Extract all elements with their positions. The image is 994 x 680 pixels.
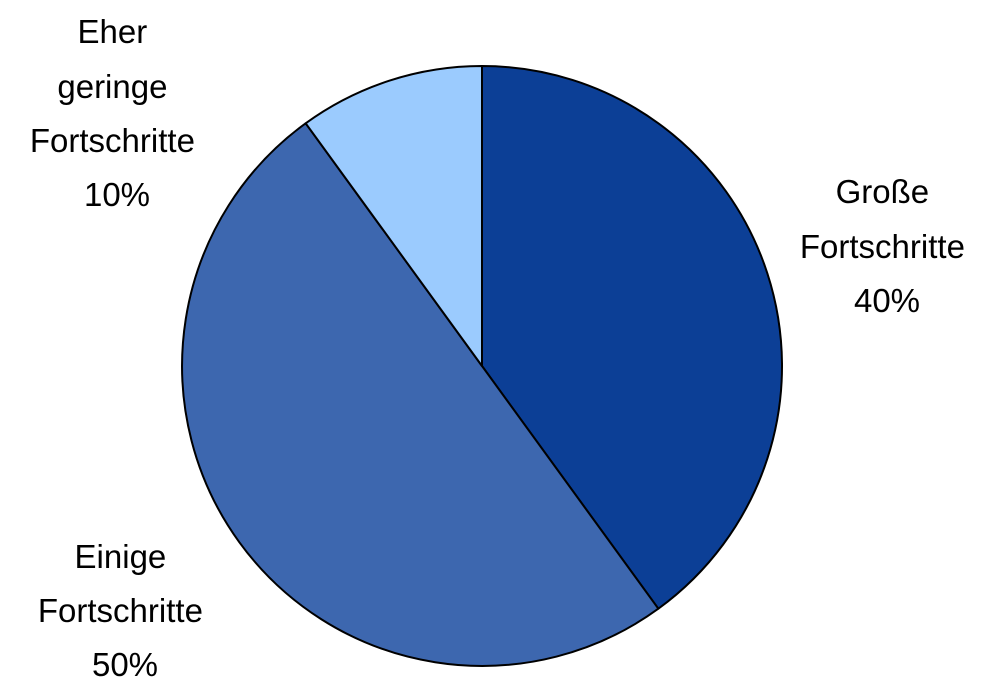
- label-line: Große: [836, 173, 930, 210]
- label-line: 40%: [854, 282, 920, 319]
- label-line: Fortschritte: [30, 122, 195, 159]
- pie-slices: [181, 65, 784, 667]
- label-line: 50%: [92, 646, 158, 680]
- pie-labels: Große Fortschritte 40% Einige Fortschrit…: [30, 13, 974, 680]
- label-line: Fortschritte: [38, 592, 203, 629]
- label-line: Eher: [78, 13, 148, 50]
- pie-slice-einige-fortschritte: [181, 122, 660, 667]
- pie-slice-eher-geringe-fortschritte: [304, 65, 483, 367]
- slice-label-einige-fortschritte: Einige Fortschritte 50%: [38, 538, 212, 680]
- label-line: Einige: [75, 538, 167, 575]
- label-line: geringe: [57, 68, 167, 105]
- pie-slice-grosse-fortschritte: [481, 65, 784, 610]
- slice-label-eher-geringe-fortschritte: Eher geringe Fortschritte 10%: [30, 13, 204, 213]
- label-line: 10%: [84, 176, 150, 213]
- slice-label-grosse-fortschritte: Große Fortschritte 40%: [800, 173, 974, 319]
- label-line: Fortschritte: [800, 228, 965, 265]
